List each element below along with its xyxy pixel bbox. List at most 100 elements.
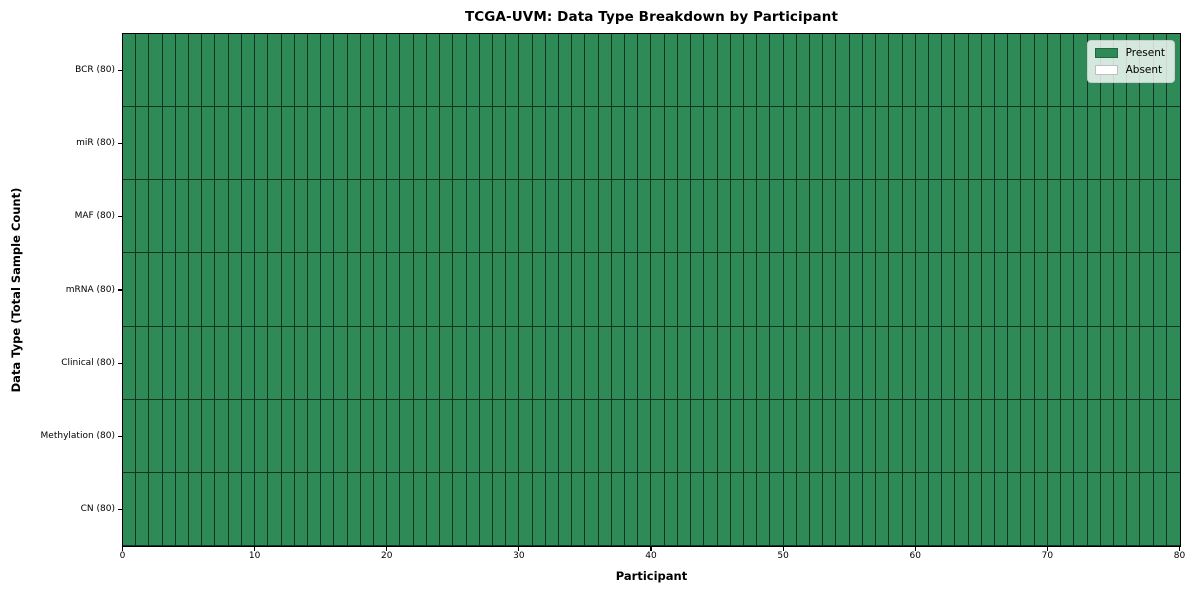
heatmap-cell: [598, 107, 612, 181]
x-axis-tick-label: 30: [513, 551, 525, 561]
heatmap-cell: [255, 107, 269, 181]
heatmap-cell: [1008, 399, 1022, 473]
y-axis-tick: [118, 289, 122, 291]
heatmap-cell: [1034, 472, 1048, 546]
heatmap-cell: [625, 180, 639, 254]
heatmap-cell: [162, 34, 176, 108]
heatmap-cell: [453, 399, 467, 473]
heatmap-cell: [1021, 34, 1035, 108]
heatmap-cell: [307, 472, 322, 546]
heatmap-cell: [334, 399, 348, 473]
heatmap-cell: [836, 253, 850, 327]
heatmap-cell: [149, 472, 163, 546]
heatmap-cell: [796, 399, 811, 473]
heatmap-cell: [955, 107, 969, 181]
heatmap-cell: [796, 326, 811, 400]
heatmap-cell: [532, 180, 546, 254]
heatmap-cell: [981, 34, 996, 108]
heatmap-cell: [1061, 472, 1075, 546]
heatmap-cell: [810, 399, 824, 473]
heatmap-cell: [506, 107, 520, 181]
heatmap-cell: [836, 472, 850, 546]
heatmap-cell: [426, 472, 441, 546]
heatmap-cell: [241, 34, 256, 108]
y-axis-tick-label: CN (80): [80, 503, 115, 514]
heatmap-cell: [202, 107, 216, 181]
heatmap-cell: [664, 34, 678, 108]
heatmap-cell: [955, 326, 969, 400]
heatmap-cell: [981, 107, 996, 181]
heatmap-cell: [492, 399, 507, 473]
heatmap-cell: [902, 34, 916, 108]
heatmap-cell: [1140, 399, 1154, 473]
heatmap-cell: [757, 180, 771, 254]
heatmap-cell: [374, 180, 388, 254]
heatmap-cell: [479, 326, 493, 400]
heatmap-cell: [453, 34, 467, 108]
heatmap-cell: [228, 34, 242, 108]
heatmap-cell: [889, 107, 903, 181]
heatmap-cell: [294, 34, 308, 108]
heatmap-cell: [968, 472, 982, 546]
heatmap-cell: [532, 34, 546, 108]
heatmap-cell: [1034, 34, 1048, 108]
heatmap-cell: [968, 326, 982, 400]
heatmap-cell: [506, 180, 520, 254]
heatmap-cell: [281, 180, 295, 254]
heatmap-cell: [492, 326, 507, 400]
heatmap-cell: [413, 34, 427, 108]
heatmap-cell: [492, 107, 507, 181]
heatmap-cell: [1061, 326, 1075, 400]
heatmap-cell: [255, 326, 269, 400]
heatmap-cell: [942, 34, 956, 108]
heatmap-cell: [1087, 326, 1101, 400]
heatmap-cell: [189, 107, 203, 181]
heatmap-cell: [294, 107, 308, 181]
heatmap-cell: [638, 107, 652, 181]
heatmap-cell: [519, 107, 533, 181]
heatmap-cell: [770, 253, 784, 327]
heatmap-cell: [849, 472, 863, 546]
heatmap-cell: [228, 253, 242, 327]
heatmap-cell: [836, 180, 850, 254]
heatmap-cell: [849, 253, 863, 327]
heatmap-cell: [228, 107, 242, 181]
heatmap-cell: [757, 326, 771, 400]
heatmap-cell: [360, 107, 375, 181]
heatmap-cell: [1127, 472, 1141, 546]
heatmap-cell: [453, 253, 467, 327]
heatmap-cell: [202, 399, 216, 473]
heatmap-cell: [215, 472, 229, 546]
heatmap-cell: [347, 107, 361, 181]
heatmap-cell: [928, 34, 943, 108]
heatmap-cell: [915, 107, 929, 181]
heatmap-cell: [294, 472, 308, 546]
heatmap-cell: [149, 107, 163, 181]
heatmap-cell: [1034, 253, 1048, 327]
heatmap-cell: [162, 253, 176, 327]
heatmap-cell: [268, 107, 282, 181]
heatmap-cell: [783, 326, 797, 400]
heatmap-cell: [175, 180, 190, 254]
heatmap-cell: [334, 180, 348, 254]
heatmap-cell: [651, 180, 665, 254]
heatmap-cell: [968, 253, 982, 327]
x-axis-tick: [254, 547, 256, 551]
heatmap-cell: [889, 180, 903, 254]
heatmap-cell: [902, 472, 916, 546]
heatmap-cell: [400, 253, 414, 327]
heatmap-cell: [691, 472, 705, 546]
x-axis-tick: [518, 547, 520, 551]
heatmap-cell: [228, 399, 242, 473]
heatmap-cell: [307, 34, 322, 108]
heatmap-cell: [1021, 107, 1035, 181]
heatmap-cell: [492, 253, 507, 327]
heatmap-cell: [730, 34, 744, 108]
heatmap-cell: [902, 399, 916, 473]
heatmap-cell: [1061, 34, 1075, 108]
heatmap-cell: [611, 34, 626, 108]
heatmap-cell: [783, 472, 797, 546]
heatmap-cell: [1047, 253, 1062, 327]
x-axis-tick-label: 60: [909, 551, 921, 561]
heatmap-cell: [796, 253, 811, 327]
